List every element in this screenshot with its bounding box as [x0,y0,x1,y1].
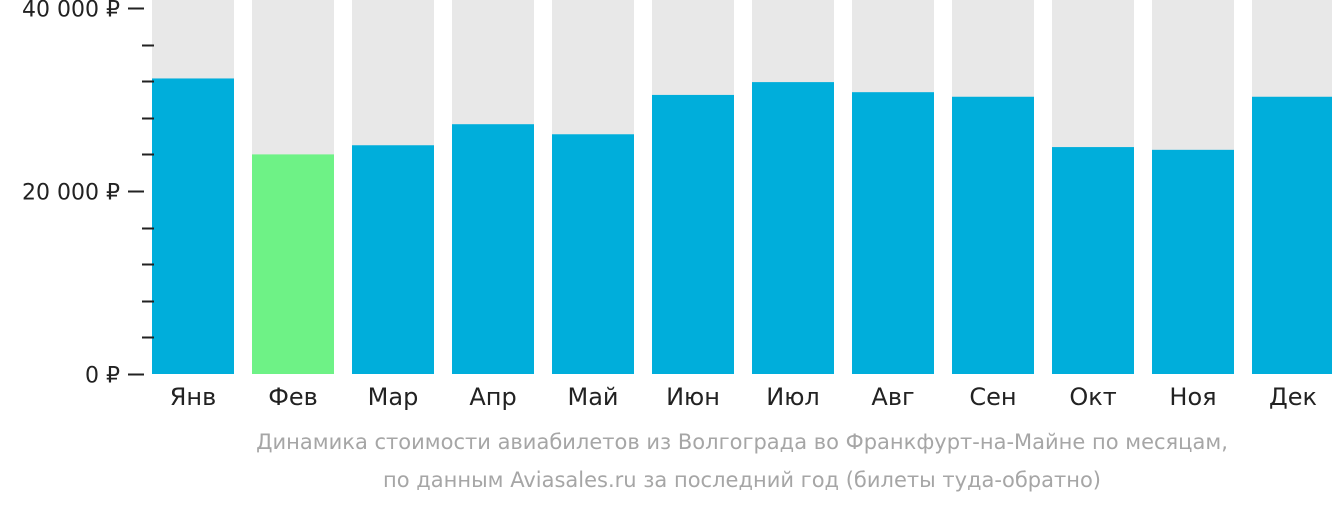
x-tick-label: Май [567,383,618,411]
x-tick-label: Июн [666,383,720,411]
x-tick-label: Фев [268,383,318,411]
x-tick-label: Окт [1069,383,1116,411]
y-tick-label: 20 000 ₽ [22,181,120,206]
chart-caption-line-2: по данным Aviasales.ru за последний год … [383,468,1101,492]
x-tick-label: Авг [871,383,914,411]
bar-5 [552,134,634,374]
x-tick-label: Янв [170,383,217,411]
bar-8 [852,92,934,375]
bar-1 [152,78,234,374]
x-tick-label: Июл [766,383,820,411]
bar-9 [952,96,1034,374]
bar-6 [652,94,734,375]
x-tick-label: Сен [969,383,1016,411]
x-tick-label: Дек [1269,383,1317,411]
bar-4 [452,124,534,374]
y-tick-label: 0 ₽ [85,364,120,389]
x-tick-label: Мар [368,383,419,411]
x-tick-label: Апр [469,383,516,411]
x-tick-label: Ноя [1169,383,1216,411]
bar-10 [1052,147,1134,374]
bar-3 [352,145,434,374]
bar-12 [1252,96,1332,374]
chart-caption-line-1: Динамика стоимости авиабилетов из Волгог… [256,430,1228,454]
bar-7 [752,82,834,375]
bar-2 [252,154,334,374]
bar-11 [1152,149,1234,374]
y-tick-label: 40 000 ₽ [22,0,120,23]
